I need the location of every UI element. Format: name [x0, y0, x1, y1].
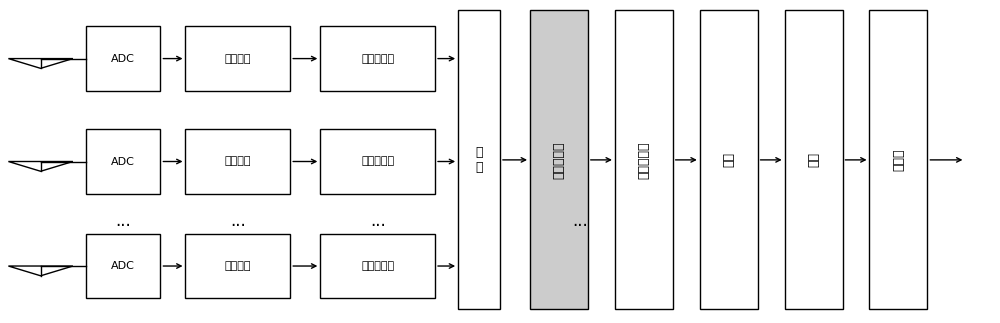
Bar [86, 26, 160, 91]
Text: 去保护间隔: 去保护间隔 [361, 54, 394, 64]
Bar [185, 26, 290, 91]
Bar [320, 234, 435, 298]
Bar [320, 26, 435, 91]
Bar [530, 10, 588, 309]
Text: ···: ··· [370, 217, 386, 235]
Text: ADC: ADC [111, 157, 135, 166]
Text: ADC: ADC [111, 54, 135, 64]
Text: ADC: ADC [111, 261, 135, 271]
Text: 均
衡: 均 衡 [475, 146, 483, 174]
Text: 匹配滤波: 匹配滤波 [225, 54, 251, 64]
Text: 去保护间隔: 去保护间隔 [361, 157, 394, 166]
Bar [869, 10, 927, 309]
Bar [185, 129, 290, 194]
Text: 匹配滤波: 匹配滤波 [225, 261, 251, 271]
Bar [320, 129, 435, 194]
Text: 解调: 解调 [722, 152, 735, 167]
Bar [700, 10, 758, 309]
Text: ···: ··· [230, 217, 246, 235]
Text: 逆相位旋转: 逆相位旋转 [552, 141, 565, 179]
Bar [86, 234, 160, 298]
Bar [458, 10, 500, 309]
Bar [86, 129, 160, 194]
Text: 解符号交织: 解符号交织 [637, 141, 650, 179]
Text: ···: ··· [115, 217, 131, 235]
Bar [615, 10, 673, 309]
Text: 解扰码: 解扰码 [892, 149, 905, 171]
Text: 匹配滤波: 匹配滤波 [225, 157, 251, 166]
Text: ···: ··· [572, 217, 588, 235]
Bar [185, 234, 290, 298]
Bar [785, 10, 843, 309]
Text: 去保护间隔: 去保护间隔 [361, 261, 394, 271]
Text: 译码: 译码 [807, 152, 820, 167]
